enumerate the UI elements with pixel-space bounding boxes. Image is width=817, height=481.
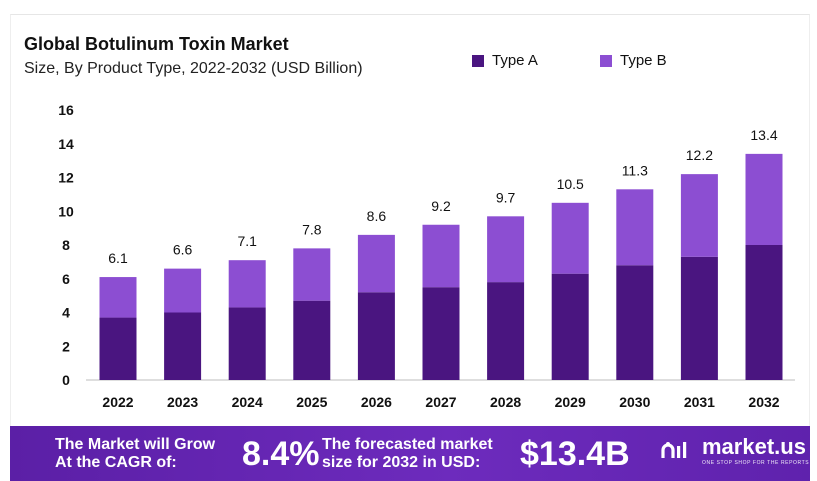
x-tick-label: 2023 xyxy=(167,394,198,410)
forecast-label-line2: size for 2032 in USD: xyxy=(322,454,481,471)
bar-type-b xyxy=(745,153,783,245)
bar-type-a xyxy=(164,312,202,380)
data-label-total: 7.1 xyxy=(237,233,257,249)
x-tick-label: 2022 xyxy=(102,394,133,410)
bar-type-a xyxy=(293,300,331,380)
cagr-label-line1: The Market will Grow xyxy=(55,436,216,453)
data-label-total: 9.2 xyxy=(431,198,451,214)
bar-type-a xyxy=(680,256,718,380)
data-label-total: 9.7 xyxy=(496,189,516,205)
legend-item-type-b: Type B xyxy=(600,52,667,69)
bar-type-b xyxy=(616,189,654,266)
y-tick-label: 6 xyxy=(62,271,70,287)
cagr-value: 8.4% xyxy=(242,435,320,473)
legend-swatch-type-a xyxy=(472,54,484,67)
data-label-total: 6.1 xyxy=(108,250,128,266)
chart-frame xyxy=(10,14,810,470)
forecast-label-line1: The forecasted market xyxy=(322,436,493,453)
forecast-value: $13.4B xyxy=(520,435,630,473)
bar-type-a xyxy=(228,307,266,380)
x-tick-label: 2024 xyxy=(232,394,263,410)
x-tick-label: 2031 xyxy=(684,394,715,410)
brand-name: market.us xyxy=(702,434,806,459)
bar-type-b xyxy=(551,202,589,274)
legend-label-type-a: Type A xyxy=(492,52,538,69)
bar-type-b xyxy=(228,260,266,308)
footer-banner: The Market will Grow At the CAGR of: 8.4… xyxy=(10,426,810,481)
bar-type-b xyxy=(293,248,331,301)
y-tick-label: 12 xyxy=(58,170,74,186)
bar-type-b xyxy=(99,277,137,318)
cagr-label-line2: At the CAGR of: xyxy=(55,454,177,471)
data-label-total: 13.4 xyxy=(750,127,777,143)
x-tick-label: 2025 xyxy=(296,394,327,410)
y-tick-label: 8 xyxy=(62,237,70,253)
x-tick-label: 2026 xyxy=(361,394,392,410)
legend-item-type-a: Type A xyxy=(472,52,538,69)
chart-title: Global Botulinum Toxin Market xyxy=(24,34,289,54)
bar-type-a xyxy=(422,287,460,380)
x-tick-label: 2029 xyxy=(555,394,586,410)
cagr-label: The Market will Grow At the CAGR of: xyxy=(55,436,215,472)
forecast-label: The forecasted market size for 2032 in U… xyxy=(322,436,493,472)
data-label-total: 8.6 xyxy=(367,208,387,224)
bar-type-a xyxy=(616,265,654,380)
data-label-total: 10.5 xyxy=(557,176,584,192)
data-label-total: 7.8 xyxy=(302,221,322,237)
bar-type-a xyxy=(487,282,525,380)
bar-type-b xyxy=(487,216,525,283)
bar-type-a xyxy=(745,245,783,380)
bar-chart: 0 2 4 6 8 10 12 14 16 6.1 2022 6.6 2023 7.1 2024 7.8 202… xyxy=(58,102,795,410)
bar-type-a xyxy=(551,273,589,380)
y-tick-label: 16 xyxy=(58,102,74,118)
market-us-logo-icon xyxy=(661,442,687,458)
data-label-total: 12.2 xyxy=(686,147,713,163)
chart-subtitle: Size, By Product Type, 2022-2032 (USD Bi… xyxy=(24,60,363,77)
data-label-total: 11.3 xyxy=(622,162,648,178)
x-tick-label: 2030 xyxy=(619,394,650,410)
data-label-total: 6.6 xyxy=(173,242,193,258)
x-tick-label: 2028 xyxy=(490,394,521,410)
y-tick-label: 4 xyxy=(62,305,70,321)
bar-type-b xyxy=(164,268,202,313)
y-tick-label: 2 xyxy=(62,338,70,354)
bar-type-b xyxy=(422,224,460,288)
bar-type-a xyxy=(357,292,395,380)
legend-swatch-type-b xyxy=(600,54,612,67)
y-tick-label: 10 xyxy=(58,203,74,219)
bar-type-b xyxy=(357,234,395,293)
legend-label-type-b: Type B xyxy=(620,52,667,69)
brand-logo: market.us ONE STOP SHOP FOR THE REPORTS xyxy=(660,436,809,466)
y-tick-label: 14 xyxy=(58,136,74,152)
brand-tagline: ONE STOP SHOP FOR THE REPORTS xyxy=(702,460,810,466)
x-tick-label: 2027 xyxy=(425,394,456,410)
bar-type-a xyxy=(99,317,137,380)
y-tick-label: 0 xyxy=(62,372,70,388)
bar-type-b xyxy=(680,174,718,257)
x-tick-label: 2032 xyxy=(748,394,779,410)
